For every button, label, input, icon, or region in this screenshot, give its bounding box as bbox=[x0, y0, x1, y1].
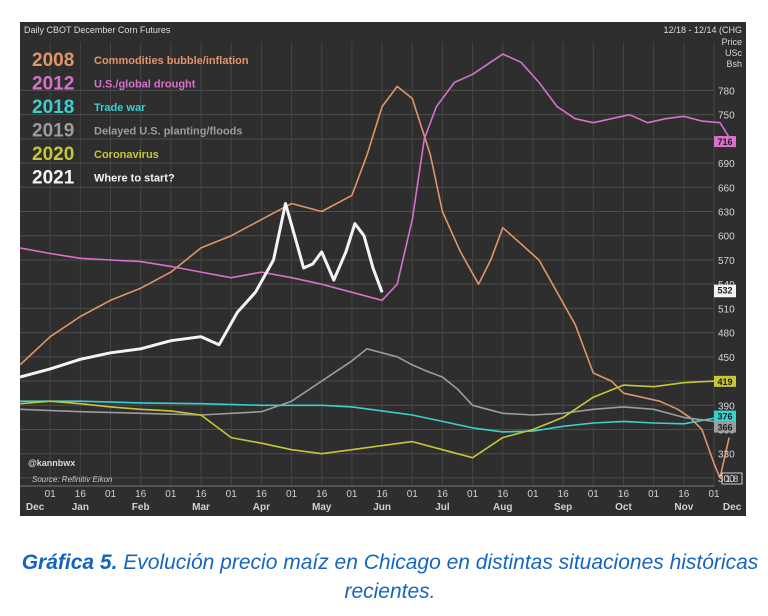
legend-year-2008: 2008 bbox=[32, 50, 74, 71]
x-month-label-7: Jul bbox=[435, 502, 450, 513]
y-tick-label-7: 570 bbox=[718, 256, 735, 267]
x-day-label-0: 01 bbox=[45, 489, 57, 500]
legend-desc-2012: U.S./global drought bbox=[94, 79, 196, 91]
y-tick-label-15: 330 bbox=[718, 450, 735, 461]
end-label-bg-2019 bbox=[714, 421, 736, 433]
x-month-label-5: May bbox=[312, 502, 332, 513]
chart-panel: Daily CBOT December Corn Futures 12/18 -… bbox=[20, 22, 746, 516]
x-day-label-14: 01 bbox=[467, 489, 479, 500]
x-month-label-10: Oct bbox=[615, 502, 632, 513]
y-tick-label-0: 780 bbox=[718, 86, 735, 97]
x-day-label-9: 16 bbox=[316, 489, 328, 500]
x-day-label-6: 01 bbox=[226, 489, 238, 500]
x-month-label-0: Dec bbox=[26, 502, 45, 513]
price-badge-bg-0 bbox=[714, 284, 736, 296]
end-label-bg-2018 bbox=[714, 410, 736, 422]
x-day-label-15: 16 bbox=[497, 489, 509, 500]
x-day-label-7: 16 bbox=[256, 489, 268, 500]
series-line-2018 bbox=[20, 400, 733, 433]
legend-year-2012: 2012 bbox=[32, 74, 74, 95]
caption-text: Evolución precio maíz en Chicago en dist… bbox=[123, 551, 759, 603]
legend-year-2018: 2018 bbox=[32, 97, 74, 118]
y-unit-line-2: USc bbox=[725, 48, 743, 58]
legend-desc-2021: Where to start? bbox=[94, 173, 175, 185]
y-tick-label-5: 630 bbox=[718, 208, 735, 219]
y-tick-label-9: 510 bbox=[718, 304, 735, 315]
y-unit-line-1: Price bbox=[721, 37, 742, 47]
x-day-label-16: 01 bbox=[527, 489, 539, 500]
end-label-2020: 419 bbox=[717, 377, 732, 387]
y-tick-label-11: 450 bbox=[718, 353, 735, 364]
x-axis-ticks: 01 16 01 16 01 16 01 16 01 16 01 16 01 16 01 16 01 16 01 16… bbox=[20, 485, 742, 513]
legend-desc-2020: Coronavirus bbox=[94, 149, 159, 161]
x-month-label-8: Aug bbox=[493, 502, 512, 513]
x-day-label-3: 16 bbox=[135, 489, 147, 500]
series-end-labels: 716376366419532532 bbox=[714, 136, 736, 433]
chart-title: Daily CBOT December Corn Futures bbox=[24, 25, 171, 35]
legend-desc-2008: Commodities bubble/inflation bbox=[94, 55, 249, 67]
end-label-2012: 716 bbox=[717, 137, 732, 147]
x-month-label-4: Apr bbox=[253, 502, 270, 513]
x-day-label-4: 01 bbox=[165, 489, 177, 500]
source-note: Source: Refinitiv Eikon bbox=[32, 475, 113, 484]
price-badge-0: 532 bbox=[717, 286, 732, 296]
x-month-label-11: Nov bbox=[674, 502, 693, 513]
series-line-2019 bbox=[20, 347, 733, 426]
y-tick-label-10: 480 bbox=[718, 329, 735, 340]
x-month-label-2: Feb bbox=[132, 502, 150, 513]
legend: 2008 Commodities bubble/inflation 2012 U.S.… bbox=[32, 50, 249, 189]
price-chart: Daily CBOT December Corn Futures 12/18 -… bbox=[20, 25, 743, 513]
x-day-label-11: 16 bbox=[377, 489, 389, 500]
y-tick-label-4: 660 bbox=[718, 183, 735, 194]
x-month-label-12: Dec bbox=[723, 502, 742, 513]
x-month-label-1: Jan bbox=[72, 502, 89, 513]
corner-tag: 1.8 bbox=[726, 474, 739, 484]
y-tick-label-16: 300 bbox=[718, 474, 735, 485]
end-label-bg-2012 bbox=[714, 136, 736, 148]
legend-year-2021: 2021 bbox=[32, 168, 75, 189]
figure-caption: Gráfica 5. Evolución precio maíz en Chic… bbox=[20, 548, 760, 606]
y-unit-line-3: Bsh bbox=[726, 59, 742, 69]
x-day-label-10: 01 bbox=[346, 489, 358, 500]
chart-date-range: 12/18 - 12/14 (CHG bbox=[663, 25, 742, 35]
x-day-label-22: 01 bbox=[708, 489, 720, 500]
author-handle: @kannbwx bbox=[28, 458, 75, 468]
x-day-label-17: 16 bbox=[558, 489, 570, 500]
x-day-label-2: 01 bbox=[105, 489, 117, 500]
corner-tag-box bbox=[721, 472, 743, 485]
series-line-2012 bbox=[20, 53, 733, 302]
caption-label: Gráfica 5. bbox=[21, 551, 118, 574]
x-day-label-13: 16 bbox=[437, 489, 449, 500]
legend-year-2020: 2020 bbox=[32, 144, 74, 165]
x-day-label-19: 16 bbox=[618, 489, 630, 500]
legend-desc-2019: Delayed U.S. planting/floods bbox=[94, 126, 243, 138]
end-label-2019: 366 bbox=[717, 423, 732, 433]
x-month-label-6: Jun bbox=[373, 502, 391, 513]
x-month-label-9: Sep bbox=[554, 502, 572, 513]
grid-lines bbox=[20, 42, 715, 486]
x-day-label-18: 01 bbox=[588, 489, 600, 500]
y-tick-label-1: 750 bbox=[718, 111, 735, 122]
legend-year-2019: 2019 bbox=[32, 121, 74, 142]
end-label-bg-2020 bbox=[714, 375, 736, 387]
x-day-label-8: 01 bbox=[286, 489, 298, 500]
x-day-label-1: 16 bbox=[75, 489, 87, 500]
y-tick-label-13: 390 bbox=[718, 401, 735, 412]
series-lines bbox=[20, 53, 733, 479]
x-day-label-20: 01 bbox=[648, 489, 660, 500]
x-day-label-5: 16 bbox=[195, 489, 207, 500]
x-month-label-3: Mar bbox=[192, 502, 210, 513]
x-day-label-12: 01 bbox=[407, 489, 419, 500]
series-line-2008 bbox=[20, 85, 730, 479]
series-line-2021 bbox=[20, 202, 384, 379]
x-day-label-21: 16 bbox=[678, 489, 690, 500]
end-label-2018: 376 bbox=[717, 412, 732, 422]
y-tick-label-6: 600 bbox=[718, 232, 735, 243]
y-tick-label-3: 690 bbox=[718, 159, 735, 170]
series-line-2020 bbox=[20, 380, 733, 459]
legend-desc-2018: Trade war bbox=[94, 102, 146, 114]
